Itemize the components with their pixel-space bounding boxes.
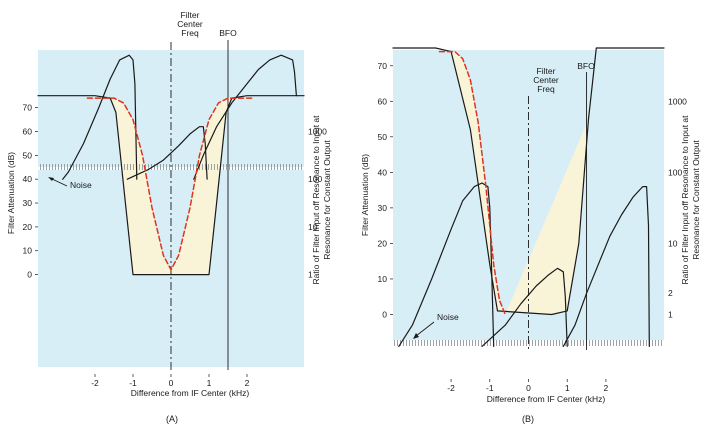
- right-tick-label: 1: [308, 270, 313, 280]
- x-tick-label: 0: [169, 378, 174, 388]
- ideal-response-curve: [86, 97, 256, 271]
- panel-b-noise-arrowhead: [413, 333, 419, 339]
- panel-b-y-axis-label: Filter Attenuation (dB): [360, 154, 370, 236]
- panel-b-x-ticks: -2 -1 0 1 2: [447, 379, 609, 393]
- x-tick-label: 2: [604, 383, 609, 393]
- y-tick-label: 50: [23, 150, 33, 160]
- image-response-curve: [62, 54, 138, 180]
- x-tick-label: -1: [486, 383, 494, 393]
- right-tick-label: 1000: [668, 96, 687, 106]
- y-tick-label: 40: [23, 174, 33, 184]
- panel-a-right-axis-label-line1: Ratio of Filter Input off Resonance to I…: [311, 115, 321, 285]
- right-tick-label: 2: [668, 288, 673, 298]
- panel-b-center-label-line1: Filter: [537, 66, 556, 76]
- panel-a-noise-arrowhead: [48, 177, 54, 181]
- panel-a-reference-lines: [170, 40, 229, 370]
- panel-a-center-label-line3: Freq: [181, 28, 199, 38]
- y-tick-label: 60: [23, 126, 33, 136]
- passband-region: [439, 51, 589, 315]
- passband-region: [87, 98, 255, 275]
- signal-curve: [481, 267, 568, 347]
- y-tick-label: 50: [378, 132, 388, 142]
- panel-b-noise-label: Noise: [437, 312, 459, 322]
- right-tick-label: 100: [668, 167, 682, 177]
- y-tick-label: 0: [382, 309, 387, 319]
- panel-a-bfo-label: BFO: [219, 28, 237, 38]
- image-response-curve: [398, 182, 495, 347]
- right-tick-label: 100: [308, 174, 322, 184]
- x-tick-label: 2: [245, 378, 250, 388]
- y-tick-label: 20: [23, 222, 33, 232]
- panel-a-y-axis-label: Filter Attenuation (dB): [6, 152, 16, 234]
- panel-b-noise-arrow: [415, 321, 435, 337]
- panel-a-noise-label: Noise: [70, 180, 92, 190]
- panel-a-center-label-line2: Center: [177, 19, 203, 29]
- panel-a-right-axis-label-line2: Resonance for Constant Output: [322, 140, 332, 260]
- x-tick-label: -1: [129, 378, 137, 388]
- panel-b-right-axis-label-line1: Ratio of Filter Input off Resonance to I…: [680, 115, 690, 285]
- panel-a-curves: [37, 54, 305, 276]
- x-tick-label: 1: [207, 378, 212, 388]
- y-tick-label: 10: [378, 274, 388, 284]
- chart-panel-a: 0 10 20 30 40 50 60 70 1 10 100 1000 -2 -1 0 1 2 Filte…: [6, 10, 332, 424]
- panel-b-right-ticks: 1 2 10 100 1000: [668, 96, 687, 319]
- y-tick-label: 10: [23, 246, 33, 256]
- panel-a-center-label-line1: Filter: [181, 10, 200, 20]
- x-tick-label: -2: [91, 378, 99, 388]
- opposite-sideband-curve: [562, 186, 650, 347]
- panel-b-right-axis-label-line2: Resonance for Constant Output: [691, 140, 701, 260]
- panel-a-x-axis-label: Difference from IF Center (kHz): [131, 388, 250, 398]
- panel-a-y-ticks: 0 10 20 30 40 50 60 70: [23, 103, 38, 280]
- panel-b-x-axis-label: Difference from IF Center (kHz): [487, 394, 606, 404]
- panel-a-caption: (A): [166, 414, 178, 424]
- y-tick-label: 30: [378, 203, 388, 213]
- y-tick-label: 60: [378, 96, 388, 106]
- right-tick-label: 10: [308, 222, 318, 232]
- y-tick-label: 20: [378, 238, 388, 248]
- panel-a-passband-fill: [87, 98, 255, 275]
- panel-b-curves: [392, 47, 665, 347]
- right-tick-label: 1000: [308, 126, 327, 136]
- panel-b-caption: (B): [522, 414, 534, 424]
- panel-b-center-label-line2: Center: [533, 75, 559, 85]
- opposite-sideband-curve: [193, 54, 297, 180]
- right-tick-label: 10: [668, 238, 678, 248]
- x-tick-label: 1: [565, 383, 570, 393]
- y-tick-label: 0: [27, 270, 32, 280]
- x-tick-label: 0: [526, 383, 531, 393]
- panel-b-reference-lines: [528, 72, 588, 350]
- y-tick-label: 40: [378, 167, 388, 177]
- y-tick-label: 70: [23, 103, 33, 113]
- panel-a-right-ticks: 1 10 100 1000: [308, 126, 327, 279]
- y-tick-label: 30: [23, 198, 33, 208]
- chart-panel-b: 0 10 20 30 40 50 60 70 1 2 10 100 1000 -2 -1 0 1 2 Filt…: [360, 47, 701, 424]
- y-tick-label: 70: [378, 61, 388, 71]
- panel-b-bfo-label: BFO: [577, 61, 595, 71]
- panel-b-center-label-line3: Freq: [537, 84, 555, 94]
- ideal-response-curve: [438, 50, 507, 316]
- panel-b-y-ticks: 0 10 20 30 40 50 60 70: [378, 61, 393, 319]
- panel-b-passband-fill: [439, 51, 589, 315]
- panel-a-x-ticks: -2 -1 0 1 2: [91, 374, 250, 388]
- x-tick-label: -2: [447, 383, 455, 393]
- right-tick-label: 1: [668, 309, 673, 319]
